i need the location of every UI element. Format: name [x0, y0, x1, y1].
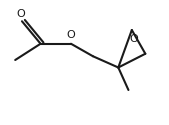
Text: O: O [16, 9, 25, 19]
Text: O: O [67, 30, 75, 40]
Text: O: O [129, 34, 138, 44]
